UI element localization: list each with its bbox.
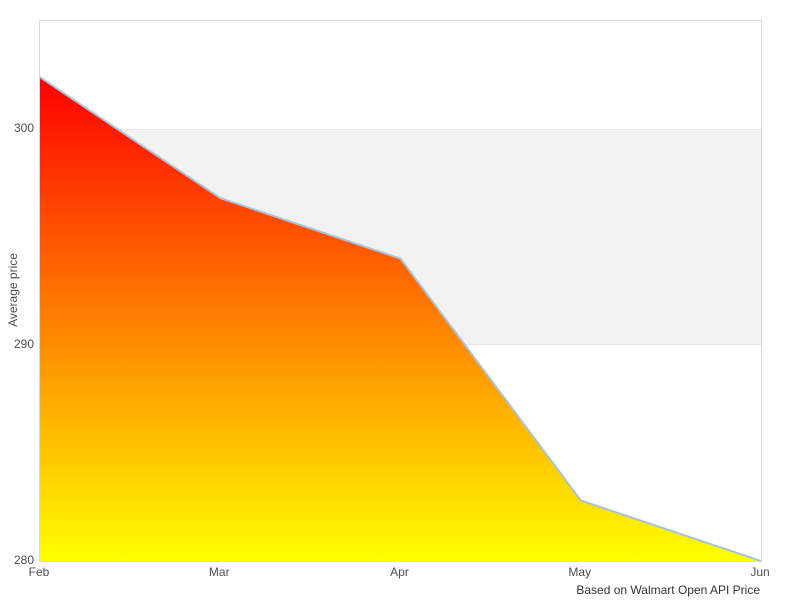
y-tick-label: 300 xyxy=(13,121,34,135)
plot-area xyxy=(39,20,762,562)
y-tick-label: 290 xyxy=(13,337,34,351)
x-tick-label: Apr xyxy=(390,565,409,579)
x-tick-label: Jun xyxy=(750,565,770,579)
x-tick-label: Mar xyxy=(208,565,230,579)
area-series-svg xyxy=(40,76,761,561)
gridline-300 xyxy=(40,129,761,130)
series-line xyxy=(40,76,761,561)
y-tick-label: 280 xyxy=(13,553,34,567)
x-tick-label: Feb xyxy=(28,565,50,579)
chart-caption: Based on Walmart Open API Price xyxy=(576,583,760,597)
y-axis-title: Average price xyxy=(6,253,20,327)
x-tick-label: May xyxy=(568,565,592,579)
